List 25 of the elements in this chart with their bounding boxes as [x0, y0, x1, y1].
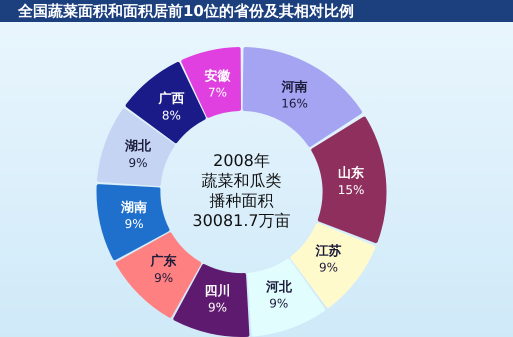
data-label: 8% — [162, 108, 181, 122]
text: 蔬菜和瓜类 — [202, 171, 282, 190]
text: 30081.7万亩 — [192, 211, 291, 230]
data-label: 9% — [318, 260, 338, 275]
text: 播种面积 — [210, 191, 274, 210]
slice-label: 安徽 — [204, 68, 232, 84]
data-label: 9% — [128, 156, 148, 170]
slice-label: 河南 — [280, 80, 308, 95]
slice-label: 山东 — [338, 165, 364, 182]
data-label: 9% — [208, 300, 228, 315]
data-label: 9% — [154, 270, 174, 285]
data-label: 16% — [281, 96, 308, 111]
data-label: 15% — [338, 182, 364, 197]
slice-label: 江苏 — [314, 244, 342, 259]
data-label: 9% — [124, 217, 144, 232]
slice-label: 广西 — [157, 90, 184, 107]
slice-label: 湖南 — [120, 200, 148, 216]
slice-label: 广东 — [150, 253, 177, 270]
text: 2008年 — [213, 151, 270, 170]
slice-label: 四川 — [204, 284, 230, 299]
data-label: 7% — [208, 86, 228, 100]
data-label: 9% — [269, 296, 288, 311]
chart-title: 全国蔬菜面积和面积居前10位的省份及其相对比例 — [0, 0, 513, 22]
slice-label: 河北 — [264, 280, 293, 295]
slice-label: 湖北 — [124, 139, 152, 154]
